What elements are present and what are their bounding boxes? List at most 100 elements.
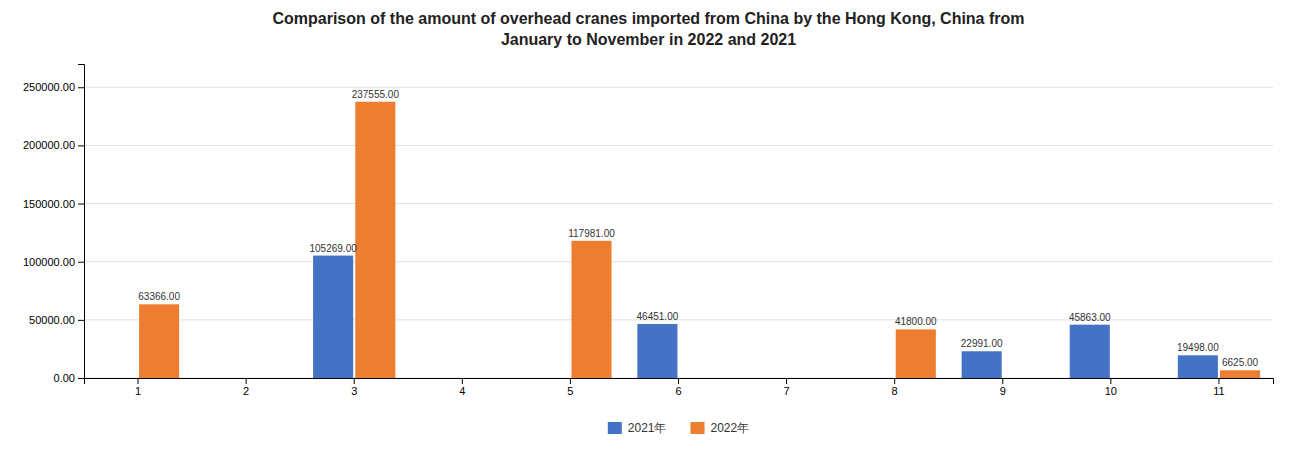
x-tick-label: 7 [784, 385, 790, 397]
y-tick-mark [78, 262, 84, 263]
data-labels: 105269.00 46451.00 22991.00 45863.00 19498.0… [138, 89, 1258, 369]
x-tick: 11 [1213, 378, 1224, 397]
bar [571, 241, 611, 378]
bar [745, 378, 785, 379]
x-tick-label: 1 [135, 385, 141, 397]
bar [1220, 370, 1260, 378]
x-tick: 5 [567, 378, 573, 397]
x-tick-label: 11 [1213, 385, 1224, 397]
legend-swatch [608, 422, 622, 434]
y-tick-mark [78, 320, 84, 321]
data-label: 117981.00 [568, 228, 615, 239]
x-tick: 7 [784, 378, 790, 397]
x-tick-mark [1218, 378, 1219, 384]
grid-line [84, 261, 1273, 262]
x-tick-label: 2 [243, 385, 249, 397]
y-tick: 200000.00 [23, 139, 84, 151]
y-tick-mark [78, 145, 84, 146]
bar [637, 324, 677, 378]
bar [962, 351, 1002, 378]
x-tick-label: 4 [459, 385, 465, 397]
chart-title-line: January to November in 2022 and 2021 [501, 31, 796, 48]
legend-item: 2022年 [691, 421, 750, 435]
bar [1178, 355, 1218, 378]
y-tick-mark [78, 378, 84, 379]
y-tick-label: 150000.00 [23, 198, 75, 210]
bar [205, 378, 245, 379]
bar [529, 378, 569, 379]
x-tick-mark [462, 378, 463, 384]
bar [247, 378, 287, 379]
bar [854, 378, 894, 379]
x-tick: 9 [1000, 378, 1006, 397]
y-tick-label: 200000.00 [23, 139, 75, 151]
data-label: 6625.00 [1222, 357, 1259, 368]
grid-line [84, 203, 1273, 204]
bar [97, 378, 137, 379]
y-tick-mark [78, 204, 84, 205]
bar [355, 102, 395, 378]
data-label: 41800.00 [895, 316, 937, 327]
x-tick: 2 [243, 378, 249, 397]
data-label: 237555.00 [352, 89, 400, 100]
legend-label: 2022年 [711, 421, 750, 435]
bar [680, 378, 720, 379]
bar [421, 378, 461, 379]
x-tick-mark [570, 378, 571, 384]
data-label: 63366.00 [138, 291, 180, 302]
x-tick: 8 [892, 378, 898, 397]
x-tick-mark [246, 378, 247, 384]
bar [896, 329, 936, 378]
bar-series [313, 256, 1218, 378]
x-tick-mark [786, 378, 787, 384]
x-tick-mark [138, 378, 139, 384]
data-label: 46451.00 [637, 311, 679, 322]
x-tick: 6 [675, 378, 681, 397]
bar [1070, 325, 1110, 378]
legend-item: 2021年 [608, 421, 667, 435]
bar [1004, 378, 1044, 379]
y-tick-label: 100000.00 [23, 256, 75, 268]
y-tick-label: 250000.00 [23, 81, 75, 93]
data-label: 45863.00 [1069, 312, 1111, 323]
x-tick: 10 [1105, 378, 1117, 397]
x-tick-mark [1002, 378, 1003, 384]
x-tick: 1 [135, 378, 141, 397]
bar [463, 378, 503, 379]
y-tick: 50000.00 [29, 314, 84, 326]
x-tick-label: 3 [351, 385, 357, 397]
chart-title-line: Comparison of the amount of overhead cra… [272, 10, 1024, 27]
grid [84, 87, 1273, 378]
y-tick: 250000.00 [23, 81, 84, 93]
x-tick-label: 9 [1000, 385, 1006, 397]
y-tick: 0.00 [54, 372, 84, 384]
x-tick-mark [354, 378, 355, 384]
bar-series [139, 102, 1260, 378]
grid-line [84, 87, 1273, 88]
data-label: 19498.00 [1177, 342, 1219, 353]
bar [313, 256, 353, 378]
data-label: 22991.00 [961, 338, 1003, 349]
x-axis-line [85, 379, 1274, 385]
legend-label: 2021年 [628, 421, 667, 435]
x-tick: 4 [459, 378, 465, 397]
legend-swatch [691, 422, 705, 434]
y-tick-mark [78, 87, 84, 88]
data-label: 105269.00 [309, 243, 357, 254]
x-tick-label: 5 [567, 385, 573, 397]
y-tick-label: 50000.00 [29, 314, 75, 326]
x-tick-label: 6 [675, 385, 681, 397]
chart-title: Comparison of the amount of overhead cra… [272, 10, 1024, 48]
x-tick-mark [678, 378, 679, 384]
chart-container: Comparison of the amount of overhead cra… [0, 0, 1297, 450]
bars [139, 102, 1260, 378]
x-tick-label: 10 [1105, 385, 1117, 397]
x-tick-label: 8 [892, 385, 898, 397]
grid-line [84, 145, 1273, 146]
bar [139, 304, 179, 378]
y-axis: 0.00 50000.00 100000.00 150000.00 200000.00 2… [23, 65, 85, 385]
bar [1112, 378, 1152, 379]
legend: 2021年 2022年 [608, 421, 749, 435]
y-tick: 100000.00 [23, 256, 84, 268]
x-axis: 1 2 3 4 5 6 7 8 9 10 11 [85, 378, 1274, 397]
